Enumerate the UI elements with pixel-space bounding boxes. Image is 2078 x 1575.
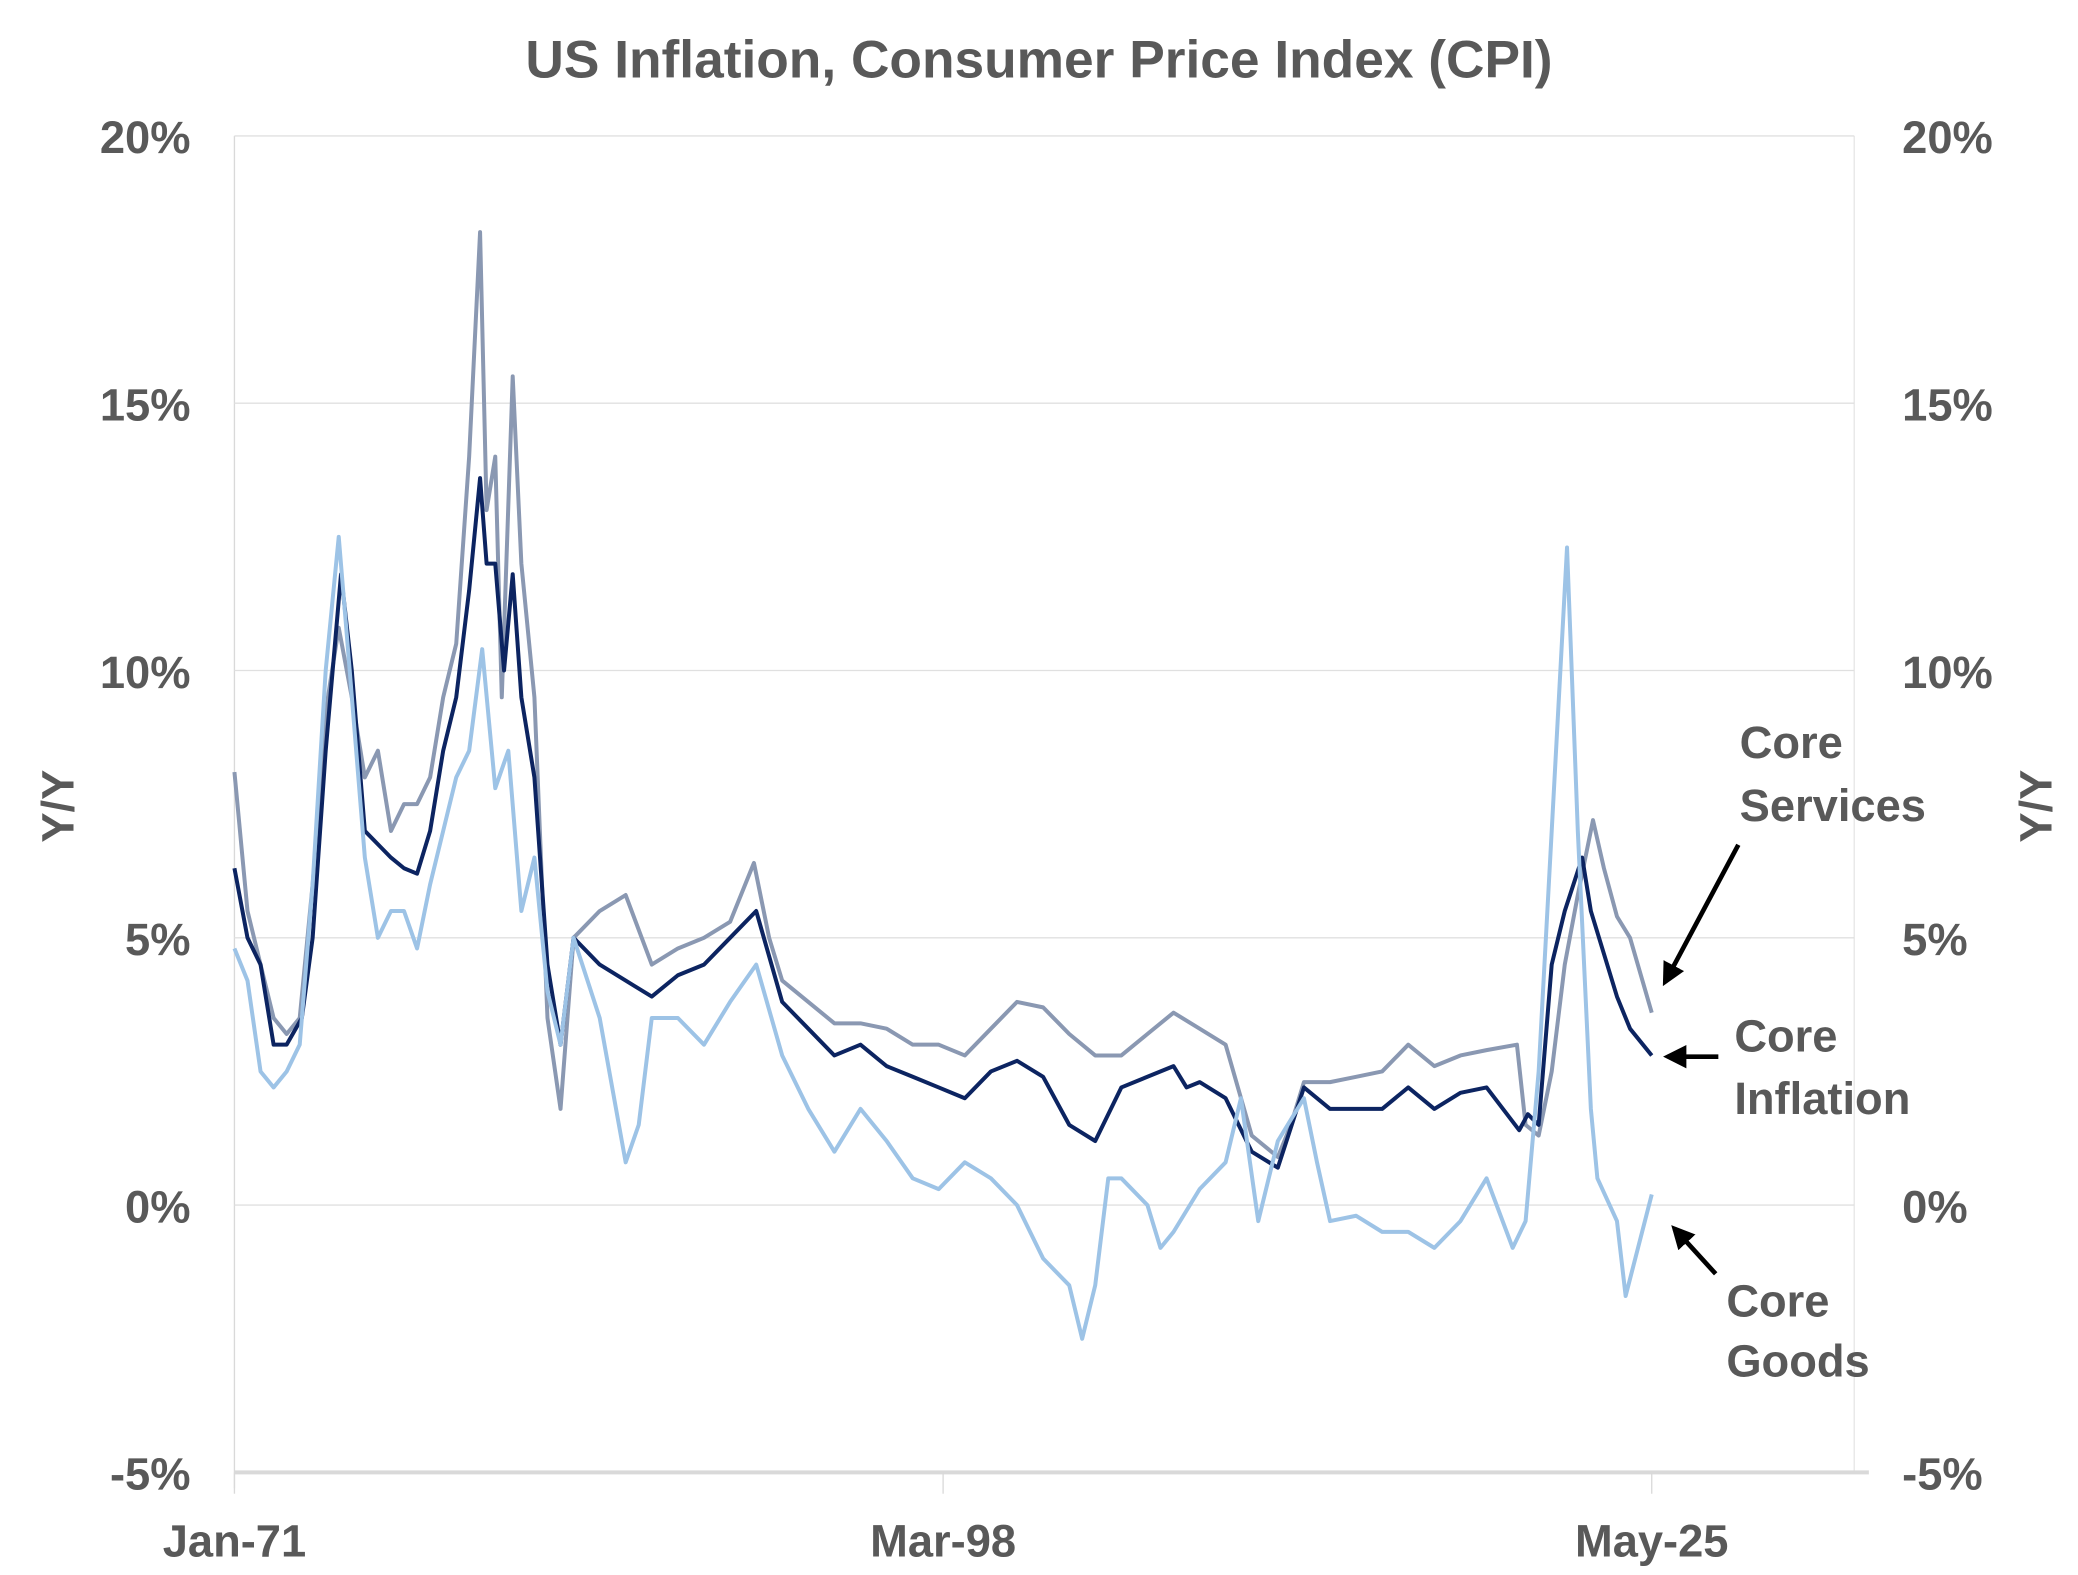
y-tick-label-left: 15% (100, 380, 191, 431)
y-tick-label-left: 0% (125, 1181, 190, 1232)
annotation-label: Inflation (1734, 1073, 1910, 1124)
series-line-core-services (232, 230, 1654, 1159)
annotation-label: Core (1740, 717, 1843, 768)
y-axis-label-left: Y/Y (32, 770, 83, 843)
series-annotations: Core Services Core Inflation Core Goods (1662, 717, 1926, 1386)
y-tick-label-left: -5% (110, 1449, 191, 1500)
series-lines (232, 230, 1654, 1341)
chart-title: US Inflation, Consumer Price Index (CPI) (525, 30, 1552, 89)
series-line-core-goods (232, 534, 1654, 1341)
annotation-label: Services (1740, 780, 1926, 831)
arrow-icon (1671, 1225, 1718, 1276)
series-line-core-inflation (232, 476, 1654, 1170)
arrow-icon (1662, 843, 1741, 987)
y-tick-label-left: 20% (100, 112, 191, 163)
y-tick-label-right: 5% (1902, 914, 1967, 965)
y-tick-label-right: 0% (1902, 1181, 1967, 1232)
y-tick-label-left: 10% (100, 647, 191, 698)
x-tick-label: May-25 (1575, 1515, 1729, 1566)
y-tick-label-left: 5% (125, 914, 190, 965)
y-axis-right-ticks: -5% 0% 5% 10% 15% 20% (1902, 112, 1993, 1499)
y-tick-label-right: -5% (1902, 1449, 1983, 1500)
y-tick-label-right: 20% (1902, 112, 1993, 163)
annotation-label: Core (1734, 1010, 1837, 1061)
annotation-label: Core (1726, 1275, 1829, 1326)
x-tick-label: Jan-71 (163, 1515, 306, 1566)
y-axis-label-right: Y/Y (2010, 770, 2061, 843)
y-axis-left-ticks: -5% 0% 5% 10% 15% 20% (100, 112, 191, 1499)
x-axis-ticks: Jan-71 Mar-98 May-25 (163, 1472, 1729, 1566)
y-tick-label-right: 15% (1902, 380, 1993, 431)
y-tick-label-right: 10% (1902, 647, 1993, 698)
x-tick-label: Mar-98 (870, 1515, 1016, 1566)
annotation-label: Goods (1726, 1335, 1869, 1386)
